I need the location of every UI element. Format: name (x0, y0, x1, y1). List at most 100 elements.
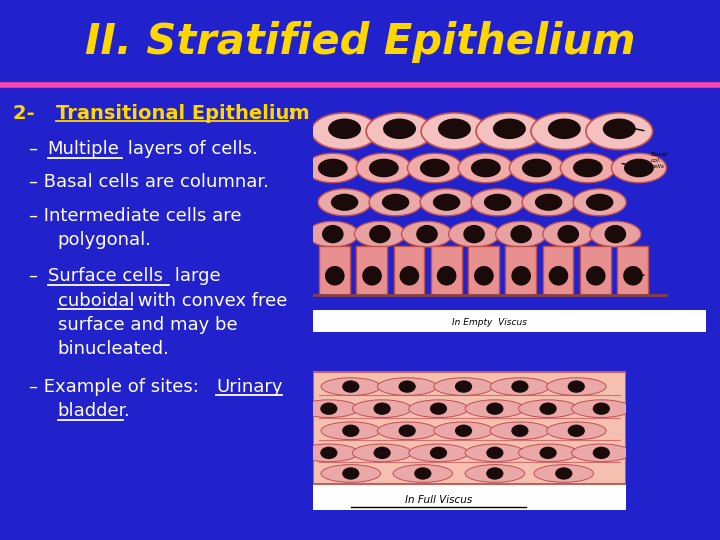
Circle shape (603, 118, 636, 139)
Ellipse shape (433, 422, 493, 440)
Circle shape (433, 194, 460, 211)
Ellipse shape (465, 444, 525, 462)
Ellipse shape (539, 447, 557, 459)
Text: In Empty  Viscus: In Empty Viscus (452, 318, 527, 327)
Text: binucleated.: binucleated. (58, 340, 169, 358)
Ellipse shape (325, 266, 345, 286)
Ellipse shape (522, 189, 575, 216)
Ellipse shape (399, 424, 415, 437)
Text: surface and may be: surface and may be (58, 316, 237, 334)
Ellipse shape (465, 400, 525, 417)
Text: Surface cells: Surface cells (48, 267, 163, 285)
Ellipse shape (459, 153, 513, 183)
Ellipse shape (369, 189, 422, 216)
Ellipse shape (511, 424, 528, 437)
Text: – Basal cells are columnar.: – Basal cells are columnar. (29, 173, 269, 191)
Ellipse shape (299, 444, 359, 462)
Ellipse shape (409, 400, 468, 417)
Text: bladder: bladder (58, 402, 127, 420)
Ellipse shape (374, 447, 391, 459)
Ellipse shape (320, 447, 338, 459)
Ellipse shape (605, 225, 626, 244)
Text: –: – (29, 140, 43, 158)
Bar (617, 246, 648, 295)
Circle shape (318, 159, 348, 177)
Ellipse shape (490, 378, 549, 395)
Ellipse shape (320, 402, 338, 415)
Ellipse shape (549, 266, 568, 286)
Text: Transitional Epithelium: Transitional Epithelium (56, 104, 310, 123)
Ellipse shape (624, 266, 643, 286)
Text: with convex free: with convex free (132, 292, 288, 309)
Ellipse shape (586, 266, 606, 286)
Ellipse shape (572, 400, 631, 417)
Ellipse shape (557, 225, 579, 244)
Bar (0, 0, 720, 84)
Ellipse shape (486, 467, 503, 480)
Ellipse shape (611, 153, 667, 183)
Ellipse shape (518, 400, 578, 417)
Ellipse shape (455, 424, 472, 437)
Ellipse shape (409, 444, 468, 462)
Ellipse shape (430, 447, 447, 459)
Ellipse shape (362, 266, 382, 286)
Ellipse shape (414, 467, 431, 480)
Circle shape (624, 159, 654, 177)
Ellipse shape (567, 424, 585, 437)
Ellipse shape (352, 400, 412, 417)
Text: large: large (169, 267, 221, 285)
Text: layers of cells.: layers of cells. (122, 140, 258, 158)
Text: polygonal.: polygonal. (58, 231, 152, 249)
Text: Basal
col.
cells: Basal col. cells (651, 152, 667, 169)
Ellipse shape (377, 378, 437, 395)
Ellipse shape (465, 464, 525, 482)
Circle shape (369, 159, 399, 177)
Bar (313, 310, 706, 332)
Ellipse shape (321, 422, 381, 440)
Ellipse shape (539, 402, 557, 415)
Ellipse shape (546, 378, 606, 395)
Bar (543, 246, 573, 295)
Ellipse shape (399, 380, 415, 393)
Ellipse shape (421, 113, 488, 150)
Ellipse shape (572, 444, 631, 462)
Ellipse shape (393, 464, 453, 482)
Ellipse shape (374, 402, 391, 415)
Ellipse shape (471, 189, 524, 216)
Ellipse shape (495, 221, 546, 247)
Circle shape (438, 118, 471, 139)
Ellipse shape (369, 225, 391, 244)
Ellipse shape (543, 221, 594, 247)
Ellipse shape (402, 221, 452, 247)
Ellipse shape (400, 266, 419, 286)
Ellipse shape (311, 113, 378, 150)
Ellipse shape (510, 153, 564, 183)
Text: 2-: 2- (13, 104, 41, 123)
Ellipse shape (567, 380, 585, 393)
Ellipse shape (322, 225, 343, 244)
Ellipse shape (416, 225, 438, 244)
Ellipse shape (474, 266, 494, 286)
Ellipse shape (342, 424, 359, 437)
Bar (431, 246, 462, 295)
Text: Multiple: Multiple (48, 140, 120, 158)
Circle shape (573, 159, 603, 177)
Circle shape (382, 194, 410, 211)
Text: – Intermediate cells are: – Intermediate cells are (29, 207, 241, 225)
Ellipse shape (433, 378, 493, 395)
Circle shape (471, 159, 501, 177)
Ellipse shape (356, 153, 411, 183)
Circle shape (383, 118, 416, 139)
Bar (313, 372, 626, 484)
Ellipse shape (593, 402, 610, 415)
Ellipse shape (354, 221, 405, 247)
Ellipse shape (307, 221, 359, 247)
Ellipse shape (463, 225, 485, 244)
Circle shape (548, 118, 581, 139)
Text: II. Stratified Epithelium: II. Stratified Epithelium (85, 21, 635, 63)
Ellipse shape (590, 221, 641, 247)
Ellipse shape (305, 153, 360, 183)
Ellipse shape (593, 447, 610, 459)
Ellipse shape (534, 464, 593, 482)
Text: cuboidal: cuboidal (58, 292, 134, 309)
